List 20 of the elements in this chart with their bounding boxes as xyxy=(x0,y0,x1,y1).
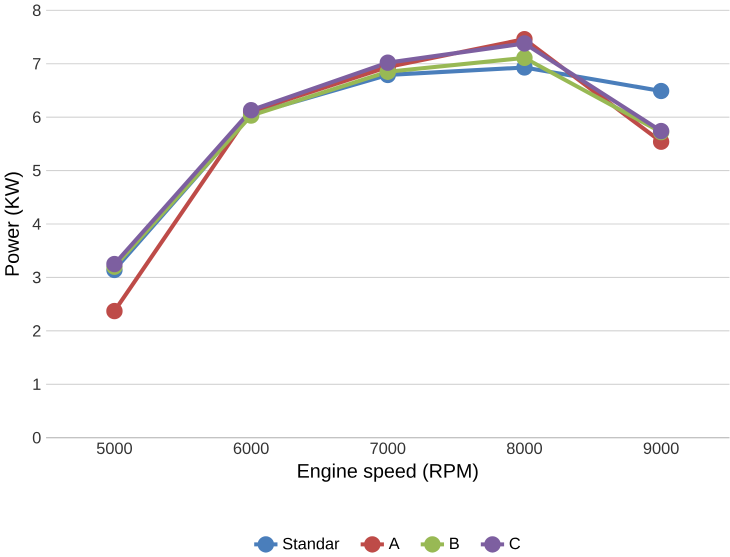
y-tick-label: 2 xyxy=(33,325,40,337)
y-tick-label: 5 xyxy=(32,165,41,176)
y-axis-title: Power (KW) xyxy=(4,172,23,276)
y-tick-label: 3 xyxy=(32,272,41,284)
legend-label: A xyxy=(388,538,400,550)
legend-label: B xyxy=(450,538,459,550)
x-tick-label: 9000 xyxy=(644,442,679,454)
y-tick-label: 0 xyxy=(32,432,41,444)
y-tick-label: 1 xyxy=(33,378,40,390)
y-tick-label: 8 xyxy=(32,4,41,16)
y-tick-label: 7 xyxy=(33,58,40,70)
legend-label: C xyxy=(510,538,520,550)
x-axis-title: Engine speed (RPM) xyxy=(298,464,478,482)
x-tick-label: 8000 xyxy=(506,442,542,454)
x-tick-label: 5000 xyxy=(96,442,132,454)
x-tick-label: 7000 xyxy=(370,442,406,454)
y-tick-label: 4 xyxy=(32,218,41,230)
legend-label: Standar xyxy=(282,538,340,550)
y-tick-label: 6 xyxy=(33,111,41,124)
x-tick-label: 6000 xyxy=(234,442,269,454)
